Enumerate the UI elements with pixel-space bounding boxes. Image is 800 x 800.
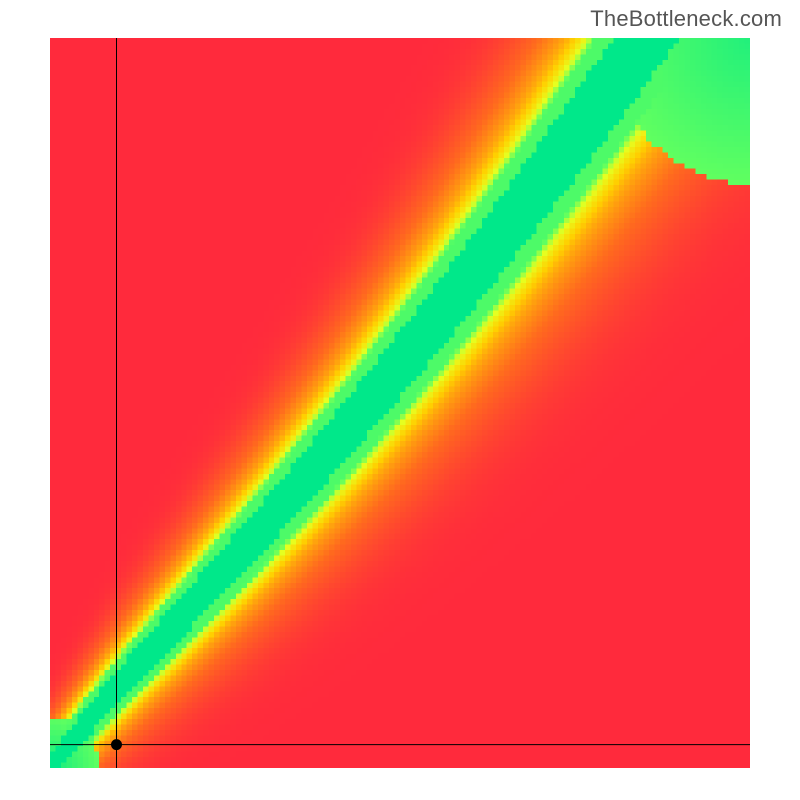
heatmap-plot [50,38,750,768]
heatmap-canvas [50,38,750,768]
watermark-text: TheBottleneck.com [590,6,782,32]
